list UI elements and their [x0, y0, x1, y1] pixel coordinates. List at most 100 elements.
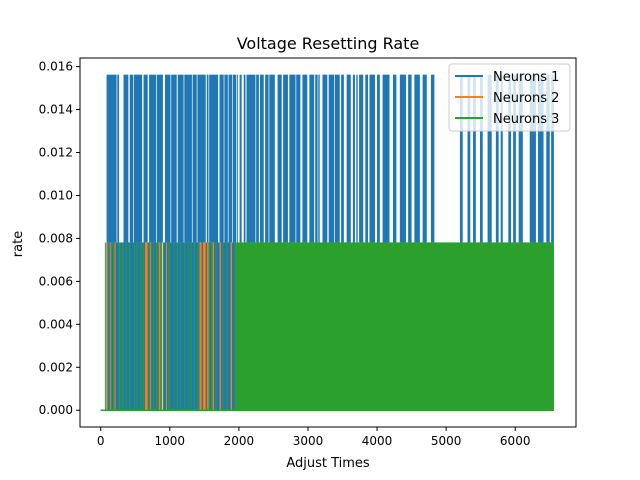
series-3-segment-16 — [162, 242, 164, 411]
axes: 0 1000 2000 3000 4000 5000 6000 0.000 0.002 0.004… — [39, 57, 577, 448]
series-1-segment-47 — [377, 74, 380, 243]
x-tick-label-3: 2000 — [224, 434, 255, 448]
series-2-segment-9 — [202, 242, 206, 411]
series-3-segment-20 — [180, 242, 182, 411]
series-1-segment-64 — [518, 74, 523, 243]
series-1-segment-67 — [546, 74, 550, 243]
series-1-segment-42 — [352, 74, 355, 243]
series-1-segment-60 — [495, 74, 499, 243]
series-1-segment-52 — [414, 74, 420, 243]
series-1-segment-25 — [256, 74, 259, 243]
x-tick-label-6: 5000 — [431, 434, 462, 448]
series-1-segment-22 — [239, 74, 242, 243]
series-1-segment-16 — [209, 74, 219, 243]
series-1-segment-48 — [382, 74, 390, 243]
series-2-segment-8 — [199, 242, 202, 411]
series-1-segment-30 — [283, 74, 288, 243]
series-1-segment-26 — [259, 74, 264, 243]
series-1-segment-63 — [513, 74, 516, 243]
series-3-segment-25 — [197, 242, 199, 411]
legend: Neurons 1 Neurons 2 Neurons 3 — [448, 63, 571, 132]
series-2-segment-1 — [106, 242, 108, 411]
series-2-segment-2 — [109, 242, 111, 411]
series-1-segment-59 — [487, 74, 492, 243]
series-1-segment-11 — [177, 74, 184, 243]
series-3-segment-6 — [125, 242, 127, 411]
series-3 — [100, 242, 554, 411]
y-tick-label-9: 0.016 — [39, 60, 73, 74]
series-1-segment-35 — [315, 74, 318, 243]
series-1-segment-15 — [206, 74, 209, 243]
series-1-segment-24 — [246, 74, 256, 243]
series-1-segment-21 — [236, 74, 238, 243]
series-1-segment-13 — [192, 74, 197, 243]
series-1-segment-17 — [219, 74, 224, 243]
series-3-segment-17 — [168, 242, 170, 411]
series-1-segment-46 — [369, 74, 375, 243]
y-tick-label-1: 0.000 — [39, 403, 73, 417]
y-tick-label-5: 0.008 — [39, 231, 73, 245]
series-1-segment-34 — [309, 74, 315, 243]
series-1-segment-40 — [341, 74, 344, 243]
series-2-segment-7 — [166, 242, 168, 411]
series-1-segment-53 — [422, 74, 427, 243]
series-2-segment-11 — [212, 242, 215, 411]
series-1-segment-33 — [302, 74, 308, 243]
series-3-segment-2 — [111, 242, 113, 411]
series-1-segment-1 — [106, 74, 117, 243]
series-1-segment-58 — [479, 74, 483, 243]
series-1-segment-51 — [408, 74, 412, 243]
chart-title: Voltage Resetting Rate — [237, 34, 420, 53]
series-1-segment-12 — [184, 74, 192, 243]
series-3-segment-31 — [234, 242, 554, 411]
series-1-segment-39 — [334, 74, 340, 243]
series-3-segment-7 — [129, 242, 131, 411]
series-1-segment-49 — [392, 74, 397, 243]
series-1-segment-10 — [171, 74, 177, 243]
y-tick-label-3: 0.004 — [39, 317, 73, 331]
series-3-segment-10 — [140, 242, 142, 411]
series-1-segment-41 — [346, 74, 351, 243]
series-1-segment-32 — [296, 74, 301, 243]
series-3-segment-5 — [122, 242, 124, 411]
series-1-segment-6 — [143, 74, 148, 243]
series-3-segment-13 — [153, 242, 155, 411]
y-tick-label-2: 0.002 — [39, 360, 73, 374]
series-1-segment-57 — [473, 74, 476, 243]
legend-label-3: Neurons 3 — [493, 112, 559, 127]
series-1-segment-8 — [156, 74, 163, 243]
series-3-segment-30 — [226, 242, 228, 411]
x-tick-label-7: 6000 — [500, 434, 531, 448]
series-group — [100, 74, 554, 411]
x-axis-title: Adjust Times — [286, 456, 370, 471]
series-1-segment-62 — [508, 74, 512, 243]
series-1-segment-9 — [164, 74, 171, 243]
series-1-segment-36 — [318, 74, 320, 243]
series-1-segment-14 — [197, 74, 206, 243]
y-tick-label-6: 0.010 — [39, 188, 73, 202]
legend-label-1: Neurons 1 — [493, 70, 559, 85]
series-1-segment-3 — [123, 74, 129, 243]
series-3-segment-22 — [187, 242, 189, 411]
series-3-segment-19 — [176, 242, 178, 411]
series-1-segment-55 — [459, 74, 463, 243]
x-tick-label-1: 0 — [97, 434, 105, 448]
series-1-segment-18 — [224, 74, 228, 243]
series-3-segment-23 — [190, 242, 192, 411]
series-1-segment-20 — [232, 74, 237, 243]
series-1-segment-7 — [149, 74, 156, 243]
series-1-segment-66 — [538, 74, 544, 243]
series-3-segment-4 — [118, 242, 121, 411]
y-tick-label-7: 0.012 — [39, 146, 73, 160]
series-3-segment-9 — [136, 242, 138, 411]
series-3-segment-26 — [208, 242, 210, 411]
series-1-segment-28 — [269, 74, 275, 243]
series-3-segment-11 — [142, 242, 144, 411]
series-3-segment-14 — [155, 242, 158, 411]
series-1-segment-68 — [551, 74, 554, 243]
series-1-segment-19 — [228, 74, 232, 243]
legend-box — [448, 63, 571, 132]
series-1-segment-44 — [359, 74, 364, 243]
series-1-segment-27 — [265, 74, 269, 243]
